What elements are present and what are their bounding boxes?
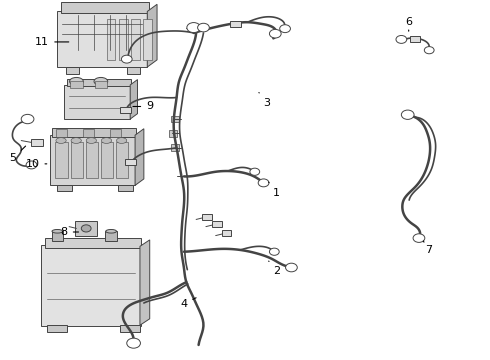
Circle shape [26, 161, 37, 169]
FancyBboxPatch shape [202, 214, 212, 220]
FancyBboxPatch shape [61, 3, 149, 13]
Text: 7: 7 [423, 241, 432, 255]
Polygon shape [135, 129, 144, 185]
Text: 8: 8 [61, 227, 78, 237]
FancyBboxPatch shape [121, 325, 140, 332]
Text: 5: 5 [9, 146, 25, 163]
FancyBboxPatch shape [120, 107, 131, 113]
Ellipse shape [56, 138, 66, 143]
FancyBboxPatch shape [171, 144, 179, 151]
FancyBboxPatch shape [52, 128, 136, 137]
Text: 1: 1 [269, 182, 280, 198]
FancyBboxPatch shape [131, 19, 140, 60]
Circle shape [270, 30, 281, 38]
FancyBboxPatch shape [41, 245, 142, 326]
FancyBboxPatch shape [31, 139, 43, 146]
FancyBboxPatch shape [105, 231, 117, 240]
FancyBboxPatch shape [64, 85, 130, 119]
FancyBboxPatch shape [47, 325, 67, 332]
FancyBboxPatch shape [45, 238, 141, 248]
Ellipse shape [52, 229, 63, 233]
FancyBboxPatch shape [49, 135, 135, 185]
Circle shape [258, 179, 269, 187]
Circle shape [122, 55, 132, 63]
Ellipse shape [101, 138, 112, 143]
FancyBboxPatch shape [83, 130, 94, 137]
FancyBboxPatch shape [75, 221, 97, 235]
FancyBboxPatch shape [171, 116, 179, 122]
FancyBboxPatch shape [70, 81, 83, 88]
Ellipse shape [94, 77, 108, 85]
Circle shape [413, 234, 425, 242]
FancyBboxPatch shape [119, 19, 127, 60]
FancyBboxPatch shape [55, 142, 68, 178]
Text: 6: 6 [405, 17, 412, 31]
FancyBboxPatch shape [410, 36, 420, 42]
FancyBboxPatch shape [67, 78, 131, 86]
FancyBboxPatch shape [230, 21, 241, 27]
FancyBboxPatch shape [57, 12, 147, 67]
Text: 9: 9 [133, 102, 153, 112]
FancyBboxPatch shape [57, 185, 72, 191]
FancyBboxPatch shape [95, 81, 107, 88]
Circle shape [424, 46, 434, 54]
Circle shape [270, 248, 279, 255]
Ellipse shape [71, 138, 81, 143]
Circle shape [396, 36, 407, 43]
Circle shape [280, 25, 291, 33]
FancyBboxPatch shape [118, 185, 133, 191]
Polygon shape [147, 4, 157, 67]
FancyBboxPatch shape [221, 230, 231, 236]
Circle shape [197, 23, 209, 32]
Circle shape [187, 23, 200, 33]
FancyBboxPatch shape [71, 142, 83, 178]
Circle shape [127, 338, 141, 348]
Text: 3: 3 [259, 93, 270, 108]
Ellipse shape [70, 77, 83, 85]
FancyBboxPatch shape [86, 142, 98, 178]
FancyBboxPatch shape [107, 19, 116, 60]
Circle shape [81, 225, 91, 232]
FancyBboxPatch shape [51, 231, 63, 240]
FancyBboxPatch shape [66, 67, 79, 74]
FancyBboxPatch shape [143, 19, 152, 60]
Circle shape [286, 263, 297, 272]
FancyBboxPatch shape [116, 142, 128, 178]
Polygon shape [140, 240, 150, 325]
Text: 11: 11 [35, 37, 69, 47]
Ellipse shape [86, 138, 97, 143]
Ellipse shape [117, 138, 127, 143]
Circle shape [401, 110, 414, 120]
FancyBboxPatch shape [212, 221, 221, 227]
FancyBboxPatch shape [169, 130, 176, 136]
FancyBboxPatch shape [125, 159, 136, 165]
Circle shape [21, 114, 34, 124]
Text: 2: 2 [269, 261, 280, 276]
Text: 10: 10 [25, 159, 47, 169]
Polygon shape [130, 80, 138, 119]
FancyBboxPatch shape [101, 142, 113, 178]
FancyBboxPatch shape [56, 130, 67, 137]
Text: 4: 4 [180, 298, 196, 309]
FancyBboxPatch shape [110, 130, 121, 137]
FancyBboxPatch shape [127, 67, 141, 74]
Circle shape [250, 168, 260, 175]
Ellipse shape [106, 229, 117, 233]
